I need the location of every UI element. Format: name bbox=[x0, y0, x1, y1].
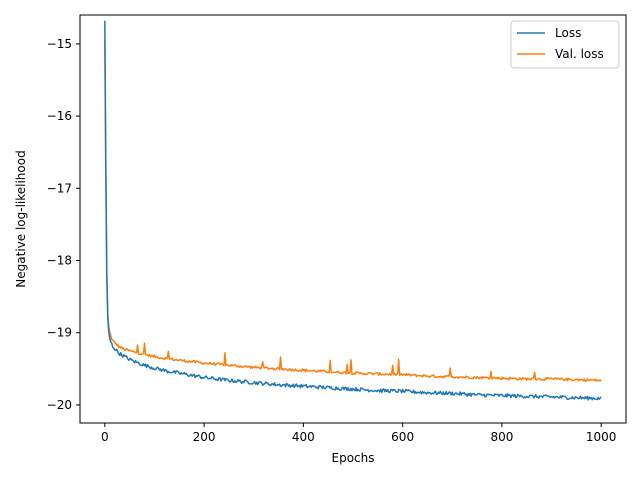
x-tick-label: 1000 bbox=[586, 430, 617, 444]
y-tick-label: −20 bbox=[47, 398, 72, 412]
y-tick-label: −19 bbox=[47, 326, 72, 340]
y-axis-label: Negative log-likelihood bbox=[14, 150, 28, 287]
legend-label-loss: Loss bbox=[555, 26, 581, 40]
y-tick-label: −16 bbox=[47, 109, 72, 123]
plot-frame bbox=[79, 14, 627, 424]
y-tick-label: −18 bbox=[47, 254, 72, 268]
y-tick-label: −17 bbox=[47, 181, 72, 195]
x-axis-label: Epochs bbox=[332, 451, 375, 465]
series-line-val-loss bbox=[104, 40, 602, 382]
x-tick-label: 0 bbox=[101, 430, 109, 444]
legend: Loss Val. loss bbox=[510, 20, 620, 69]
x-tick-label: 800 bbox=[490, 430, 513, 444]
legend-label-val-loss: Val. loss bbox=[555, 47, 604, 61]
x-axis-ticks: 0 200 400 600 800 1000 bbox=[101, 423, 616, 444]
plot-area bbox=[79, 14, 627, 424]
series-layer bbox=[104, 20, 602, 401]
series-line-loss bbox=[104, 20, 602, 401]
x-tick-label: 200 bbox=[193, 430, 216, 444]
x-tick-label: 400 bbox=[292, 430, 315, 444]
x-tick-label: 600 bbox=[391, 430, 414, 444]
y-tick-label: −15 bbox=[47, 37, 72, 51]
y-axis-ticks: −20 −19 −18 −17 −16 −15 bbox=[47, 37, 80, 412]
